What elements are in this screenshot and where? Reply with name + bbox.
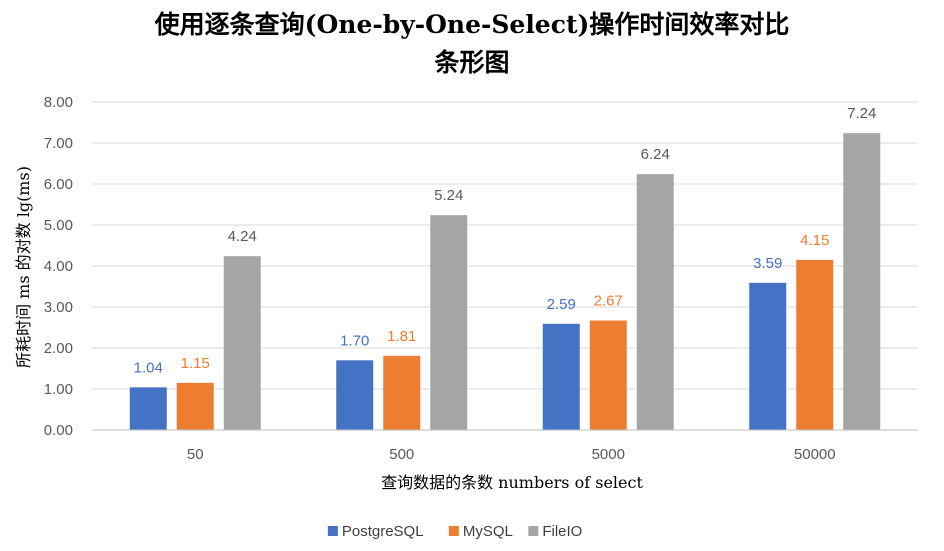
bar-postgresql (749, 282, 787, 430)
data-label: 1.70 (340, 332, 369, 349)
bar-mysql (383, 355, 421, 430)
legend-swatch (448, 526, 459, 536)
y-tick-label: 7.00 (44, 135, 73, 152)
y-tick-label: 1.00 (44, 381, 73, 398)
bars (129, 133, 881, 430)
legend: PostgreSQL MySQL FileIO (327, 523, 582, 540)
legend-label: MySQL (463, 523, 513, 540)
bar-postgresql (542, 323, 580, 430)
data-label: 7.24 (847, 105, 876, 122)
data-labels: 1.04 1.15 4.24 1.70 1.81 5.24 2.59 2.67 6.24 3.59… (134, 105, 877, 376)
chart-title-line-2: 条形图 (434, 48, 509, 77)
y-tick-label: 6.00 (44, 176, 73, 193)
data-label: 2.67 (594, 293, 623, 310)
y-tick-label: 0.00 (44, 422, 73, 439)
data-label: 1.15 (181, 355, 210, 372)
bar-fileio (223, 256, 261, 430)
legend-swatch (327, 526, 338, 536)
bar-fileio (430, 215, 468, 430)
legend-swatch (528, 526, 539, 536)
y-tick-label: 8.00 (44, 94, 73, 111)
y-axis-ticks: 0.00 1.00 2.00 3.00 4.00 5.00 6.00 7.00 8.00 (44, 94, 73, 439)
y-tick-label: 5.00 (44, 217, 73, 234)
y-axis-label: 所耗时间 ms 的对数 lg(ms) (14, 166, 33, 368)
bar-postgresql (129, 387, 167, 430)
data-label: 1.04 (134, 359, 163, 376)
bar-mysql (176, 382, 214, 430)
x-axis-ticks: 50 500 5000 50000 (187, 446, 836, 463)
data-label: 5.24 (434, 187, 463, 204)
data-label: 4.15 (800, 232, 829, 249)
gridlines (92, 101, 918, 390)
bar-mysql (796, 259, 834, 430)
bar-fileio (636, 174, 674, 430)
chart-title-line-1: 使用逐条查询(One-by-One-Select)操作时间效率对比 (154, 10, 790, 39)
y-tick-label: 4.00 (44, 258, 73, 275)
x-tick-label: 5000 (592, 446, 625, 463)
legend-label: FileIO (542, 523, 582, 540)
x-axis-label: 查询数据的条数 numbers of select (381, 473, 643, 492)
legend-label: PostgreSQL (342, 523, 424, 540)
y-tick-label: 2.00 (44, 340, 73, 357)
data-label: 1.81 (387, 328, 416, 345)
data-label: 4.24 (228, 228, 257, 245)
x-tick-label: 500 (389, 446, 414, 463)
x-tick-label: 50000 (794, 446, 836, 463)
bar-mysql (589, 320, 627, 430)
data-label: 6.24 (641, 146, 670, 163)
y-tick-label: 3.00 (44, 299, 73, 316)
x-tick-label: 50 (187, 446, 204, 463)
data-label: 2.59 (547, 296, 576, 313)
data-label: 3.59 (753, 255, 782, 272)
bar-fileio (843, 133, 881, 430)
bar-postgresql (336, 360, 374, 430)
